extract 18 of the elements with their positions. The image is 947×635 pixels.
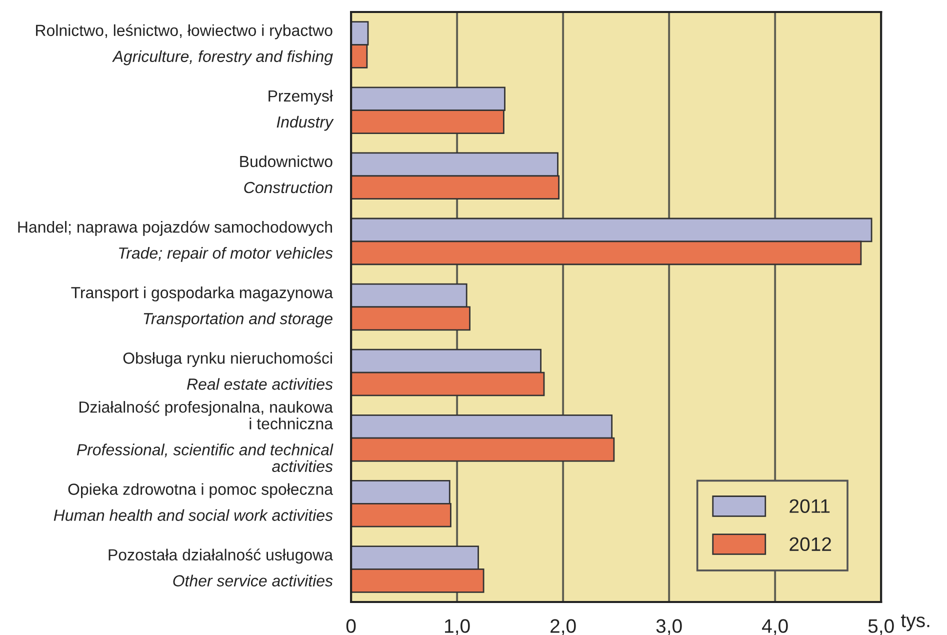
y-tick-label: Obsługa rynku nieruchomości Real estate activities <box>123 352 333 390</box>
x-axis-title: tys. <box>900 614 930 632</box>
legend-label: 2011 <box>790 499 830 513</box>
x-tick-label: 3,0 <box>656 619 682 635</box>
y-tick-label: Przemysł Industry <box>268 90 334 131</box>
y-tick-label: Opieka zdrowotna i pomoc społeczna Human health and social work activities <box>54 483 334 521</box>
x-tick-label: 2,0 <box>550 619 576 635</box>
y-tick-label: Pozostała działalność usługowa Other service activities <box>108 548 334 586</box>
x-tick-label: 5,0 <box>868 619 894 635</box>
x-tick-label: 4,0 <box>762 619 788 635</box>
legend-label: 2012 <box>790 537 831 552</box>
x-tick-label: 0 <box>346 619 356 633</box>
x-tick-label: 1,0 <box>445 619 470 635</box>
y-tick-label: Handel; naprawa pojazdów samochodowych Trade; repair of motor vehicles <box>18 220 333 262</box>
y-tick-label: Transport i gospodarka magazynowa Transportation and storage <box>71 286 334 328</box>
y-tick-label: Działalność profesjonalna, naukowa i techniczna Professional, scientific and technical activities <box>76 400 334 472</box>
y-tick-label: Rolnictwo, leśnictwo, łowiectwo i rybactwo Agriculture, forestry and fishing <box>36 24 333 66</box>
y-tick-label: Budownictwo Construction <box>240 155 332 194</box>
